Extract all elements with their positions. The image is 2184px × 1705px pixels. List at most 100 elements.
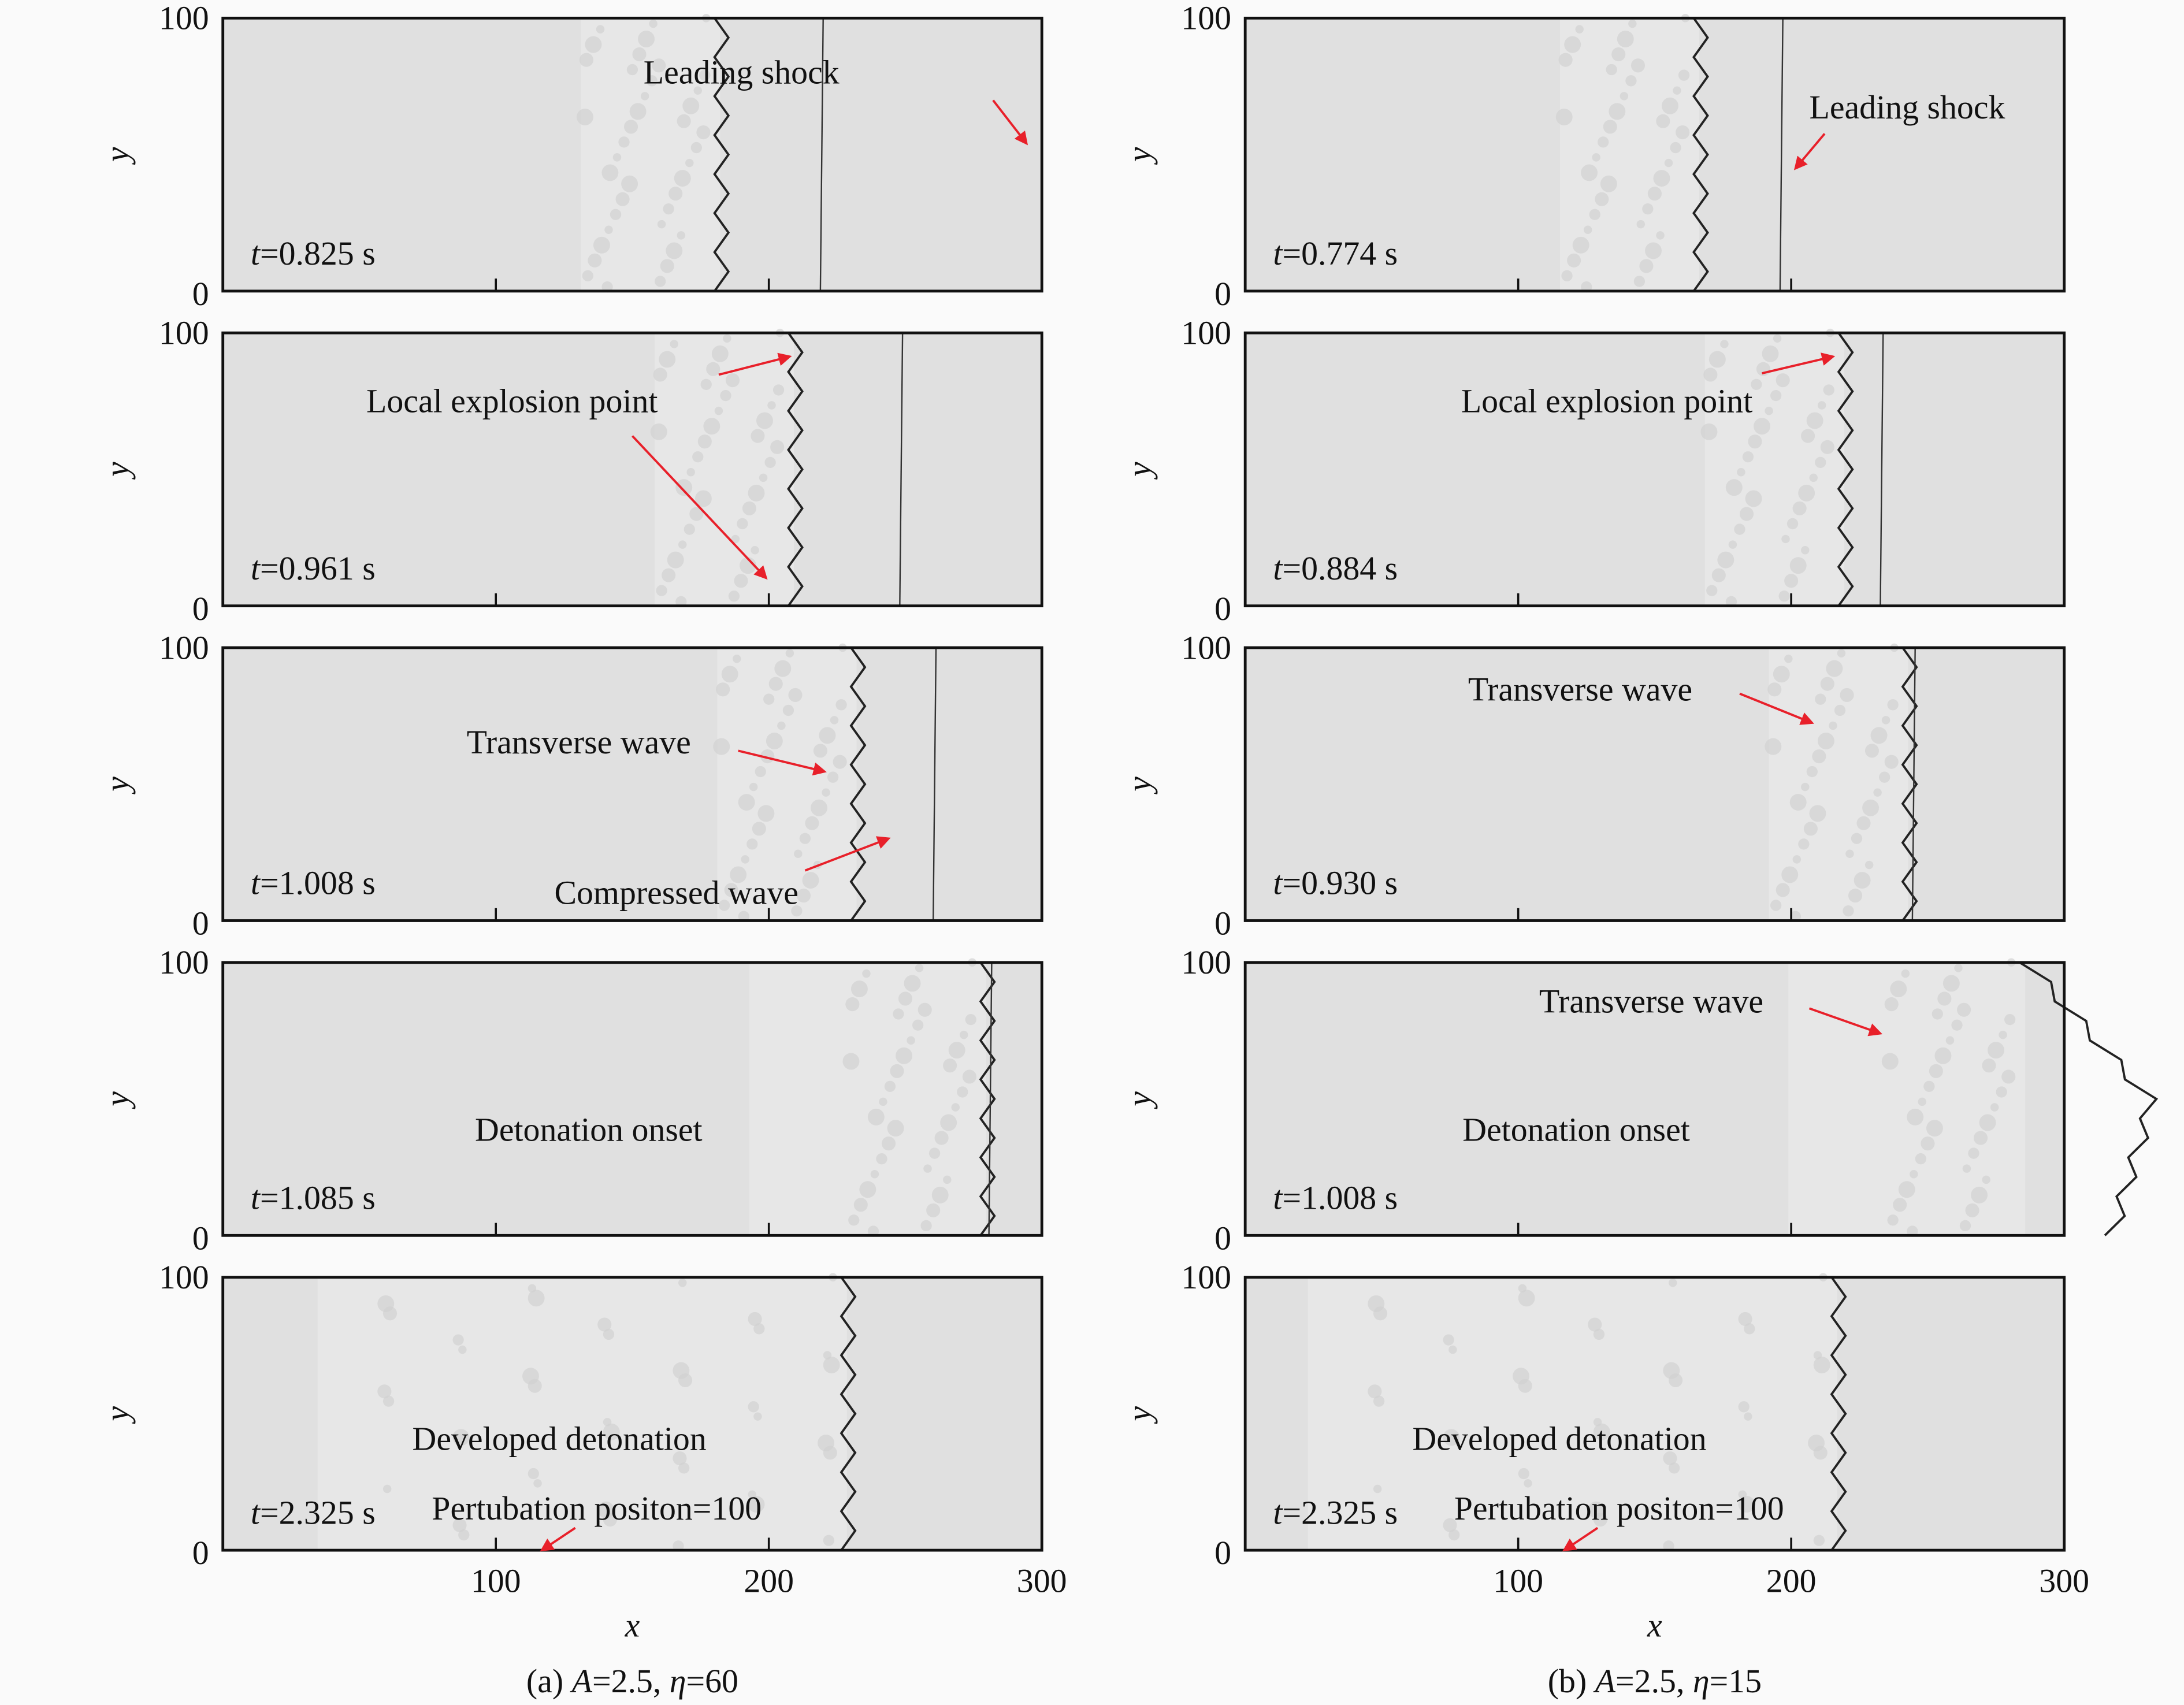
flow-structure-blob — [1813, 1535, 1825, 1546]
flow-structure-blob — [959, 1030, 968, 1039]
flow-structure-blob — [1593, 1423, 1610, 1440]
flow-structure-blob — [577, 109, 593, 125]
flow-structure-blob — [623, 120, 638, 134]
flow-structure-blob — [1448, 1345, 1457, 1354]
detonation-front — [839, 1276, 857, 1551]
flow-structure-blob — [890, 1064, 904, 1078]
flow-structure-blob — [528, 1284, 537, 1293]
flow-structure-blob — [1929, 1064, 1943, 1078]
flow-structure-blob — [649, 19, 658, 28]
flow-structure-blob — [1737, 467, 1745, 477]
flow-structure-blob — [748, 484, 765, 502]
flow-structure-blob — [896, 1047, 913, 1064]
leading-shock-line — [899, 333, 904, 606]
flow-structure-blob — [716, 682, 730, 697]
flow-structure-blob — [1633, 276, 1646, 287]
flow-structure-blob — [1813, 1351, 1822, 1359]
flow-structure-blob — [612, 153, 622, 162]
flow-structure-blob — [1937, 991, 1952, 1006]
flow-structure-blob — [678, 1279, 687, 1287]
flow-structure-blob — [1890, 980, 1907, 998]
time-value: =0.825 s — [260, 235, 376, 272]
flow-structure-blob — [655, 276, 666, 287]
flow-structure-blob — [1676, 125, 1690, 140]
flow-structure-blob — [867, 1225, 879, 1237]
time-variable: t — [1273, 1494, 1283, 1531]
flow-structure-blob — [853, 1198, 868, 1212]
time-value: =0.774 s — [1282, 235, 1398, 272]
flow-structure-blob — [1588, 1501, 1605, 1518]
flow-structure-blob — [1670, 142, 1681, 154]
time-label: t=2.325 s — [1273, 1494, 1398, 1531]
flow-structure-blob — [1443, 1334, 1454, 1346]
time-label: t=1.085 s — [251, 1179, 376, 1216]
flow-structure-blob — [965, 1013, 976, 1026]
annotation-label: Developed detonation — [413, 1420, 707, 1458]
flow-structure-blob — [752, 822, 766, 836]
flow-structure-blob — [700, 378, 712, 390]
flow-structure-blob — [1513, 1368, 1529, 1385]
flow-structure-blob — [674, 170, 691, 187]
flow-structure-blob — [1645, 242, 1662, 259]
flow-structure-blob — [1773, 334, 1782, 343]
flow-structure-blob — [703, 418, 720, 435]
flow-structure-blob — [2004, 1013, 2016, 1026]
flow-structure-blob — [714, 406, 723, 415]
flow-structure-blob — [1792, 855, 1802, 864]
flow-structure-blob — [887, 1120, 904, 1137]
flow-structure-blob — [693, 86, 702, 95]
flow-structure-blob — [673, 1451, 687, 1466]
flow-structure-blob — [528, 1290, 545, 1307]
panel-frame — [1243, 1276, 2066, 1552]
y-tick-label-100: 100 — [1181, 1258, 1231, 1296]
flow-structure-blob — [1898, 1181, 1915, 1198]
flow-structure-blob — [675, 596, 687, 608]
panel-a-3: 100 0 y t=1.008 s Transverse wave Compressed … — [98, 629, 1043, 942]
flow-structure-blob — [1803, 822, 1818, 836]
annotation-arrow — [540, 1526, 576, 1552]
time-label: t=0.884 s — [1273, 549, 1398, 587]
flow-structure-blob — [1745, 490, 1762, 507]
flow-structure-blob — [802, 872, 819, 889]
flow-structure-blob — [1706, 585, 1718, 596]
flow-structure-blob — [881, 1136, 896, 1151]
panel-b-1: 100 0 y t=0.774 s Leading shock — [1120, 0, 2066, 313]
flow-structure-blob — [603, 1328, 615, 1340]
x-tick-label-300: 300 — [1017, 1562, 1067, 1599]
flow-structure-blob — [794, 849, 803, 858]
flow-structure-blob — [848, 1214, 860, 1226]
flow-structure-blob — [1854, 872, 1871, 889]
flow-structure-blob — [1524, 1479, 1532, 1488]
flow-structure-blob — [1708, 351, 1726, 368]
flow-structure-blob — [777, 721, 786, 730]
annotation-arrow — [804, 836, 891, 872]
flow-structure-blob — [1653, 170, 1670, 187]
flow-structure-blob — [1663, 1451, 1677, 1466]
y-tick-label-0: 0 — [192, 275, 209, 313]
time-variable: t — [1273, 235, 1283, 272]
flow-structure-blob — [827, 771, 839, 783]
flow-structure-blob — [1703, 367, 1718, 382]
flow-structure-blob — [1884, 997, 1899, 1012]
flow-structure-blob — [1864, 860, 1874, 870]
flow-structure-blob — [1581, 164, 1598, 181]
y-tick-label-100: 100 — [1181, 0, 1231, 37]
x-axis-label: x — [1647, 1607, 1662, 1644]
flow-structure-blob — [1558, 53, 1573, 67]
time-value: =2.325 s — [260, 1494, 376, 1531]
flow-structure-blob — [1744, 1323, 1755, 1335]
flow-structure-blob — [1973, 1131, 1988, 1145]
time-label: t=1.008 s — [1273, 1179, 1398, 1216]
flow-structure-blob — [1373, 1395, 1385, 1407]
flow-structure-blob — [1843, 905, 1854, 917]
flow-structure-blob — [1373, 1484, 1382, 1494]
panel-frame — [1243, 961, 2066, 1237]
flow-structure-blob — [756, 412, 773, 429]
flow-structure-blob — [596, 25, 605, 34]
flow-structure-blob — [1798, 838, 1810, 850]
flow-structure-blob — [1673, 86, 1681, 95]
flow-structure-blob — [1742, 451, 1754, 463]
flow-structure-blob — [1971, 1186, 1988, 1203]
flow-structure-blob — [1923, 1080, 1935, 1092]
flow-structure-blob — [604, 225, 613, 234]
